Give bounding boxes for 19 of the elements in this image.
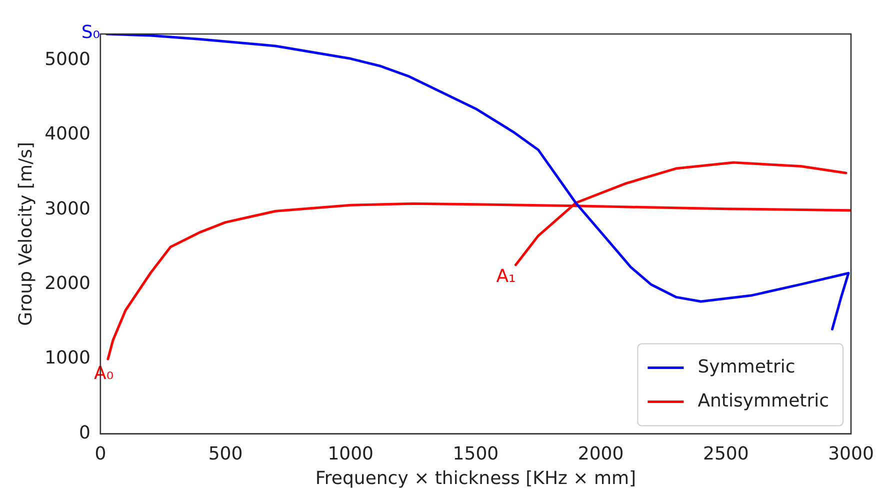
legend-label: Symmetric (698, 356, 796, 378)
x-tick-label: 2000 (578, 443, 624, 464)
x-tick-label: 3000 (828, 443, 874, 464)
x-tick-label: 1500 (452, 443, 499, 464)
y-tick-label: 0 (78, 422, 90, 444)
y-tick-label: 5000 (44, 48, 90, 70)
y-tick-label: 3000 (44, 198, 90, 220)
x-axis-title: Frequency × thickness [KHz × mm] (315, 468, 636, 489)
annotation: S₀ (81, 22, 100, 44)
legend-label: Antisymmetric (698, 390, 830, 412)
y-tick-label: 2000 (44, 273, 90, 294)
x-tick-label: 2500 (702, 443, 749, 464)
y-tick-label: 1000 (44, 348, 90, 369)
x-tick-label: 1000 (328, 443, 374, 464)
annotation: A₁ (496, 266, 516, 288)
x-tick-label: 500 (208, 443, 243, 464)
y-tick-label: 4000 (44, 124, 90, 145)
x-tick-label: 0 (94, 443, 106, 464)
y-axis-title: Group Velocity [m/s] (15, 142, 36, 326)
